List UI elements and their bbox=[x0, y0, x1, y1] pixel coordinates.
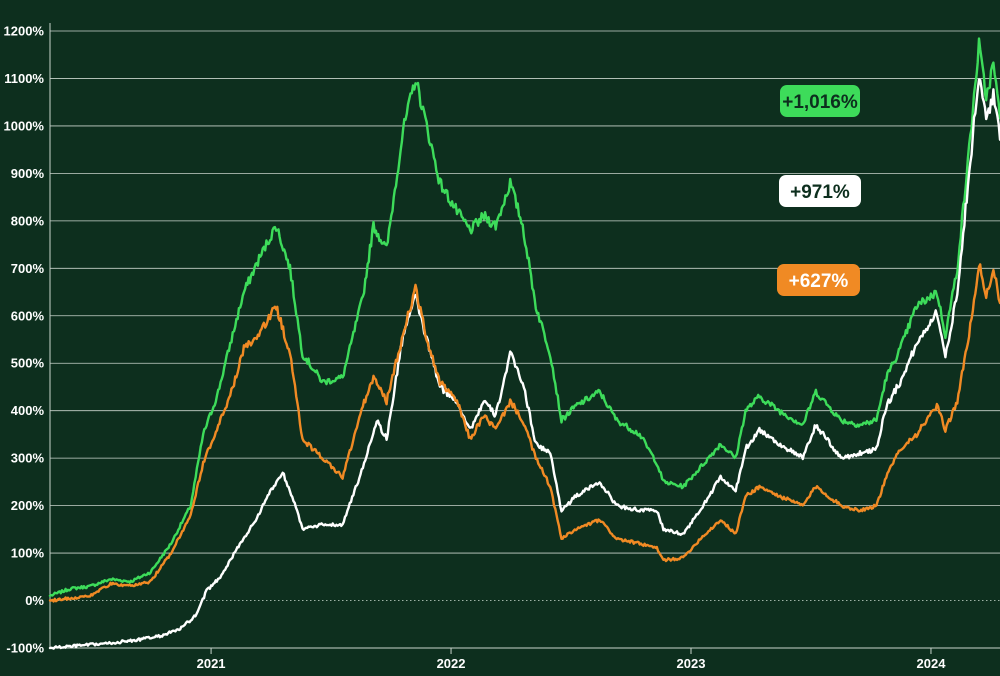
y-tick-label: 100% bbox=[11, 546, 45, 561]
y-tick-label: -100% bbox=[6, 641, 44, 656]
gridlines bbox=[50, 30, 1000, 649]
x-axis: 2021 2022 2023 2024 bbox=[49, 23, 1000, 671]
badge-background bbox=[779, 175, 861, 207]
y-axis-ticks: -100% 0% 100% 200% 300% 400% 500% 600% 700% 800% 9… bbox=[4, 24, 45, 656]
badge-background bbox=[780, 85, 860, 117]
badge-label: +627% bbox=[789, 271, 849, 292]
y-tick-label: 900% bbox=[11, 166, 45, 181]
badge-label: +1,016% bbox=[782, 92, 858, 113]
y-tick-label: 600% bbox=[11, 308, 45, 323]
end-value-badge: +1,016% bbox=[780, 85, 860, 117]
series-lines bbox=[48, 37, 1000, 650]
x-tick-label: 2023 bbox=[677, 656, 706, 671]
end-value-badge: +971% bbox=[779, 175, 861, 207]
series-line bbox=[48, 78, 1000, 650]
y-tick-label: 1100% bbox=[4, 71, 44, 86]
x-tick-label: 2024 bbox=[917, 656, 947, 671]
y-tick-label: 200% bbox=[11, 498, 45, 513]
x-tick-label: 2021 bbox=[197, 656, 226, 671]
y-tick-label: 400% bbox=[11, 403, 45, 418]
series-line bbox=[48, 37, 1000, 597]
y-tick-label: 300% bbox=[11, 451, 45, 466]
end-value-badges: +1,016% +971% +627% bbox=[777, 85, 861, 296]
series-line bbox=[48, 263, 1000, 603]
y-tick-label: 500% bbox=[11, 356, 45, 371]
y-tick-label: 1200% bbox=[4, 24, 45, 39]
y-tick-label: 800% bbox=[11, 213, 45, 228]
badge-background bbox=[777, 264, 860, 296]
x-tick-label: 2022 bbox=[437, 656, 466, 671]
end-value-badge: +627% bbox=[777, 264, 860, 296]
y-tick-label: 1000% bbox=[4, 118, 45, 133]
y-tick-label: 700% bbox=[11, 261, 45, 276]
badge-label: +971% bbox=[790, 182, 850, 203]
y-tick-label: 0% bbox=[25, 593, 44, 608]
